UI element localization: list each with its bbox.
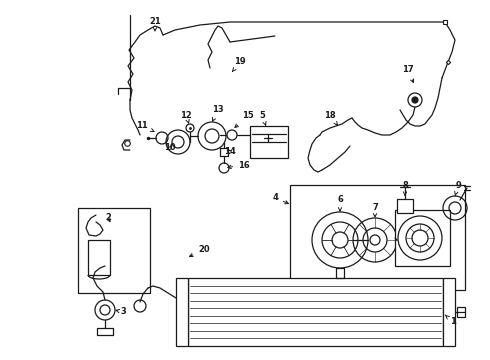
- Bar: [457, 307, 465, 317]
- Text: 2: 2: [105, 213, 111, 222]
- Bar: [443, 278, 455, 346]
- Bar: [88, 240, 110, 275]
- Text: 10: 10: [164, 144, 176, 153]
- Text: 7: 7: [372, 203, 378, 217]
- Text: 15: 15: [235, 112, 254, 127]
- Bar: [290, 185, 465, 290]
- Bar: [395, 210, 450, 266]
- Text: 6: 6: [337, 195, 343, 211]
- Text: 21: 21: [149, 18, 161, 31]
- Text: 13: 13: [212, 105, 224, 121]
- Bar: [176, 278, 188, 346]
- Text: 4: 4: [272, 194, 289, 204]
- Circle shape: [412, 97, 418, 103]
- Text: 11: 11: [136, 122, 154, 132]
- Text: 16: 16: [228, 161, 250, 170]
- Text: 5: 5: [259, 111, 266, 125]
- Bar: [78, 208, 150, 293]
- Bar: [188, 278, 443, 346]
- Text: 14: 14: [224, 148, 236, 157]
- Text: 18: 18: [324, 111, 338, 125]
- Text: 19: 19: [232, 58, 246, 72]
- Text: 9: 9: [455, 181, 461, 196]
- Bar: [397, 199, 413, 213]
- Text: 20: 20: [190, 246, 210, 257]
- Bar: [250, 126, 288, 158]
- Text: 8: 8: [402, 180, 408, 195]
- Text: 3: 3: [116, 307, 126, 316]
- Text: 12: 12: [180, 111, 192, 123]
- Text: 1: 1: [445, 315, 456, 327]
- Text: 17: 17: [402, 66, 414, 82]
